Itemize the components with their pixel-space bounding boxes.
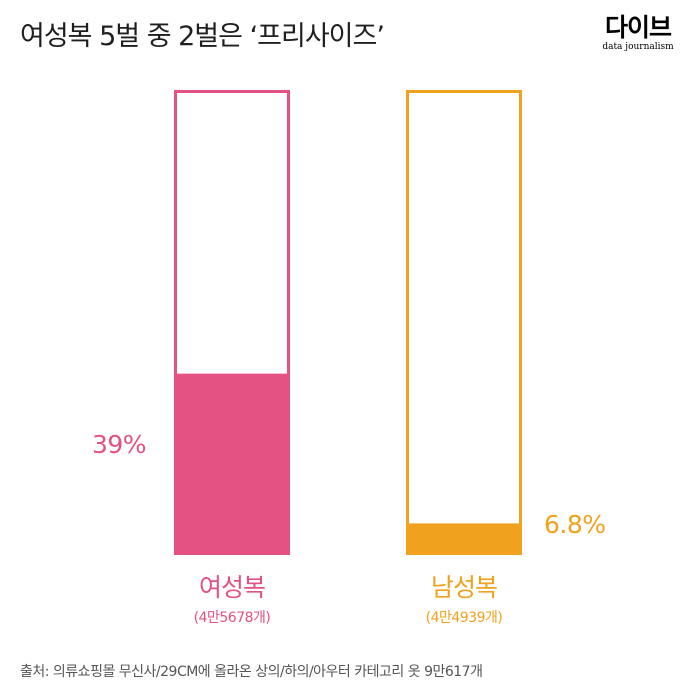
source-note: 출처: 의류쇼핑몰 무신사/29CM에 올라온 상의/하의/아우터 카테고리 옷… [20, 664, 483, 680]
logo: 다이브 data journalism [597, 13, 679, 53]
count-label-men: (4만4939개) [425, 610, 503, 626]
chart-title: 여성복 5벌 중 2벌은 ‘프리사이즈’ [20, 21, 385, 52]
value-label-men: 6.8% [544, 510, 606, 539]
category-label-women: 여성복 [198, 573, 266, 602]
value-label-women: 39% [92, 430, 147, 459]
logo-tagline: data journalism [602, 42, 674, 52]
bar-fill-men [406, 523, 522, 555]
category-label-men: 남성복 [430, 573, 498, 602]
bar-fill-women [174, 373, 290, 555]
count-label-women: (4만5678개) [193, 610, 271, 626]
bar-outline-men [406, 90, 522, 555]
logo-wordmark: 다이브 [604, 13, 672, 42]
